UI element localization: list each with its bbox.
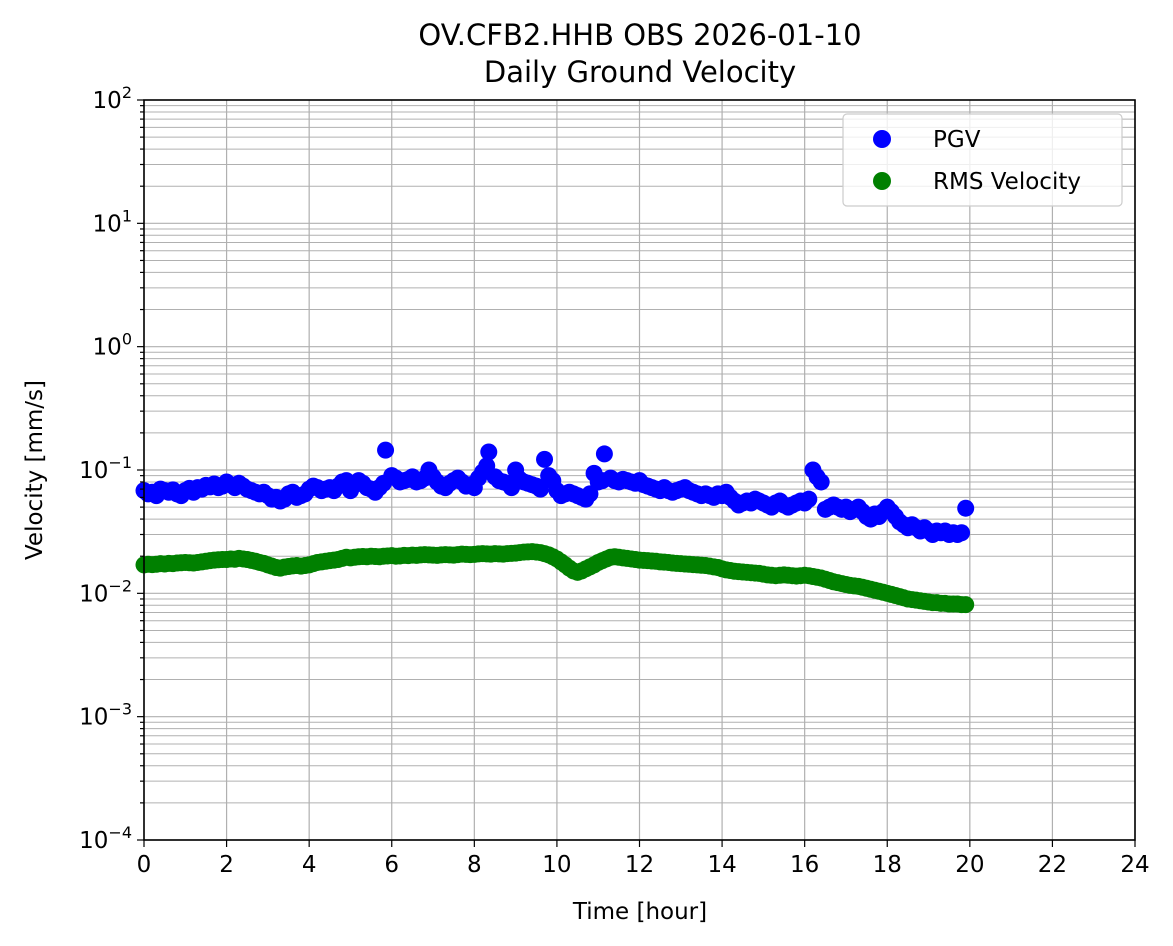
x-tick-label: 24 bbox=[1120, 852, 1149, 878]
x-tick-label: 18 bbox=[873, 852, 902, 878]
data-points bbox=[135, 441, 975, 614]
y-tick-label: 10−3 bbox=[79, 700, 132, 731]
chart-title: OV.CFB2.HHB OBS 2026-01-10 bbox=[418, 18, 861, 52]
x-tick-label: 4 bbox=[302, 852, 317, 878]
pgv-point bbox=[800, 490, 818, 508]
legend-marker-pgv bbox=[873, 130, 891, 148]
grid-lines bbox=[143, 100, 1136, 841]
pgv-point bbox=[536, 450, 554, 468]
pgv-point bbox=[531, 480, 549, 498]
x-tick-label: 0 bbox=[137, 852, 152, 878]
x-tick-label: 20 bbox=[955, 852, 984, 878]
pgv-point bbox=[595, 445, 613, 463]
pgv-point bbox=[480, 443, 498, 461]
y-axis-label: Velocity [mm/s] bbox=[22, 380, 48, 560]
x-axis-ticks: 0 2 4 6 8 10 12 14 16 18 20 22 24 bbox=[137, 840, 1150, 878]
x-tick-label: 12 bbox=[625, 852, 654, 878]
y-tick-label: 102 bbox=[93, 83, 132, 114]
pgv-point bbox=[953, 524, 971, 542]
y-tick-label: 10−4 bbox=[79, 823, 132, 854]
series-pgv bbox=[135, 441, 975, 543]
y-tick-label: 10−2 bbox=[79, 576, 132, 607]
chart-subtitle: Daily Ground Velocity bbox=[484, 55, 796, 89]
legend: PGV RMS Velocity bbox=[842, 113, 1123, 207]
x-tick-label: 6 bbox=[384, 852, 399, 878]
y-axis-ticks: 10−4 10−3 10−2 10−1 100 101 102 bbox=[79, 83, 144, 854]
rms-velocity-point bbox=[957, 596, 975, 614]
legend-marker-rms bbox=[873, 172, 891, 190]
legend-box bbox=[842, 113, 1123, 207]
x-tick-label: 2 bbox=[219, 852, 234, 878]
legend-label-pgv: PGV bbox=[933, 127, 981, 153]
series-rms-velocity bbox=[135, 543, 975, 614]
x-tick-label: 8 bbox=[467, 852, 482, 878]
legend-label-rms: RMS Velocity bbox=[933, 169, 1081, 195]
x-tick-label: 22 bbox=[1038, 852, 1067, 878]
x-axis-label: Time [hour] bbox=[572, 899, 707, 925]
x-tick-label: 10 bbox=[542, 852, 571, 878]
y-tick-label: 101 bbox=[93, 206, 132, 237]
pgv-point bbox=[377, 441, 395, 459]
y-tick-label: 100 bbox=[93, 330, 132, 361]
pgv-point bbox=[812, 473, 830, 491]
y-tick-label: 10−1 bbox=[79, 453, 132, 484]
x-tick-label: 14 bbox=[707, 852, 736, 878]
pgv-point bbox=[957, 499, 975, 517]
pgv-point bbox=[581, 485, 599, 503]
x-tick-label: 16 bbox=[790, 852, 819, 878]
